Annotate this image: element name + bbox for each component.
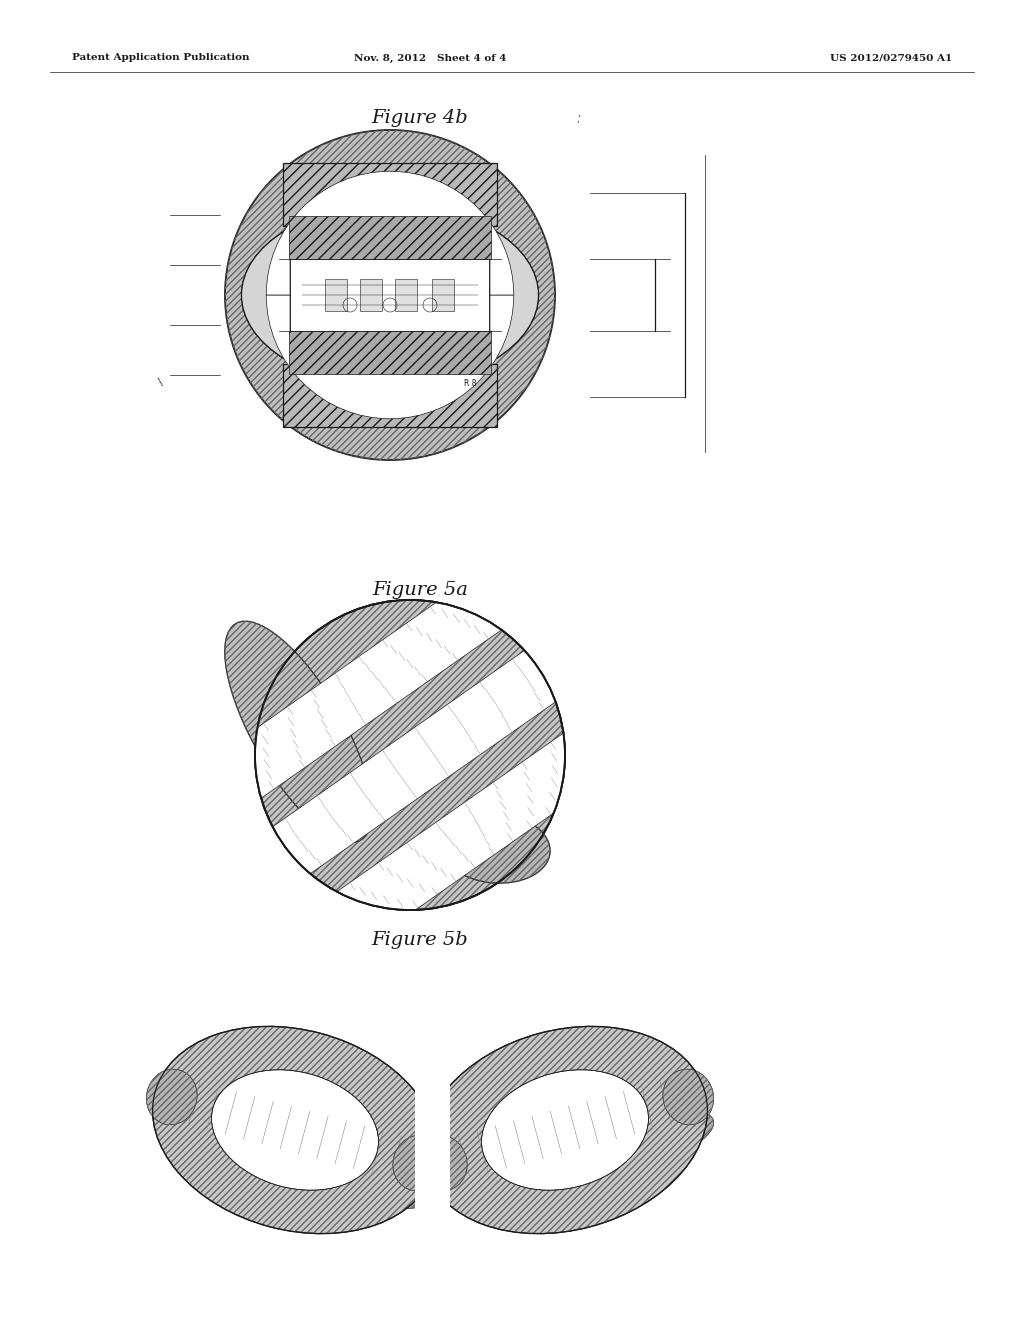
Ellipse shape (163, 1107, 443, 1209)
Text: Nov. 8, 2012   Sheet 4 of 4: Nov. 8, 2012 Sheet 4 of 4 (354, 54, 506, 62)
Bar (290, 215, 490, 259)
FancyBboxPatch shape (290, 255, 489, 335)
Ellipse shape (423, 1027, 708, 1234)
Bar (283, 364, 498, 426)
Ellipse shape (663, 1069, 714, 1125)
Ellipse shape (242, 205, 539, 385)
Ellipse shape (440, 813, 550, 883)
Bar (325, 279, 347, 312)
Ellipse shape (153, 1027, 437, 1234)
Bar (432, 279, 454, 312)
Ellipse shape (393, 1135, 443, 1191)
Ellipse shape (481, 1069, 648, 1191)
Ellipse shape (242, 205, 539, 385)
Text: /: / (157, 378, 166, 387)
Text: Patent Application Publication: Patent Application Publication (72, 54, 250, 62)
Polygon shape (255, 602, 502, 799)
Bar (290, 331, 490, 374)
Ellipse shape (146, 1069, 198, 1125)
Polygon shape (337, 733, 565, 909)
Bar (415, 1026, 450, 1236)
Circle shape (225, 129, 555, 459)
Bar (360, 279, 382, 312)
Ellipse shape (417, 1135, 467, 1191)
Bar (283, 162, 498, 226)
Circle shape (255, 601, 565, 909)
Ellipse shape (433, 1107, 714, 1209)
Text: R 8: R 8 (464, 379, 477, 388)
Text: Figure 5a: Figure 5a (372, 581, 468, 599)
Text: Figure 4b: Figure 4b (372, 110, 468, 127)
Wedge shape (266, 294, 514, 418)
Bar (395, 279, 417, 312)
Text: ,': ,' (577, 115, 582, 124)
Ellipse shape (212, 1069, 379, 1191)
Text: US 2012/0279450 A1: US 2012/0279450 A1 (829, 54, 952, 62)
Wedge shape (266, 172, 514, 294)
Polygon shape (272, 651, 556, 874)
Ellipse shape (224, 622, 372, 842)
Text: Figure 5b: Figure 5b (372, 931, 468, 949)
